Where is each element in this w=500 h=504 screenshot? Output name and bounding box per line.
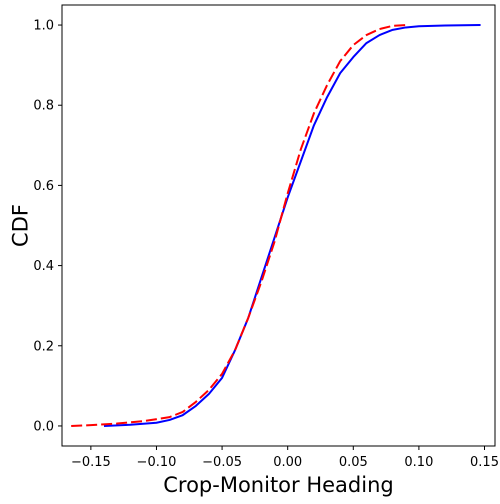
y-tick-label: 0.2 [33, 339, 54, 354]
x-axis-label: Crop-Monitor Heading [163, 473, 393, 497]
y-tick-label: 0.8 [33, 99, 54, 114]
x-tick-label: −0.15 [71, 455, 111, 470]
x-tick-label: −0.10 [137, 455, 177, 470]
y-tick-label: 0.6 [33, 179, 54, 194]
plot-frame [61, 4, 496, 447]
x-tick-label: 0.05 [339, 455, 368, 470]
x-tick-label: 0.10 [404, 455, 433, 470]
y-axis-label: CDF [8, 204, 32, 247]
x-tick-label: 0.15 [470, 455, 499, 470]
x-tick-label: 0.00 [273, 455, 302, 470]
x-tick-label: −0.05 [202, 455, 242, 470]
x-axis-ticks: −0.15 −0.10 −0.05 0.00 0.05 0.10 0.15 [71, 446, 499, 470]
series-line-2 [71, 24, 406, 427]
y-tick-label: 0.4 [33, 259, 54, 274]
y-tick-label: 0.0 [33, 419, 54, 434]
series-layer [71, 24, 481, 427]
y-tick-label: 1.0 [33, 19, 54, 34]
series-line-1 [103, 24, 481, 427]
y-axis-ticks: 0.0 0.2 0.4 0.6 0.8 1.0 [33, 19, 62, 434]
